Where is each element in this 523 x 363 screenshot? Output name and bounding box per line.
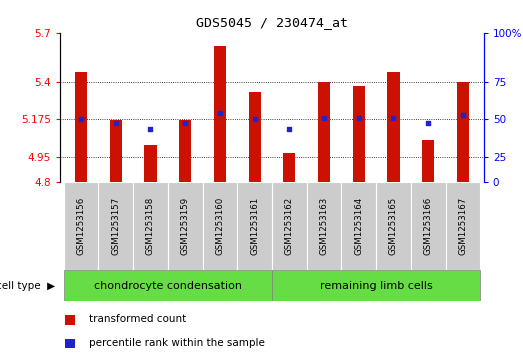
Bar — [422, 140, 434, 182]
Bar — [202, 182, 237, 270]
Text: transformed count: transformed count — [89, 314, 186, 325]
Point — [146, 126, 155, 131]
Point — [215, 110, 224, 116]
Point — [355, 115, 363, 121]
Text: cell type  ▶: cell type ▶ — [0, 281, 55, 291]
Text: GSM1253161: GSM1253161 — [250, 197, 259, 255]
Point — [389, 115, 397, 121]
Bar — [179, 120, 191, 182]
Text: GSM1253158: GSM1253158 — [146, 197, 155, 255]
Bar — [376, 182, 411, 270]
Text: GSM1253164: GSM1253164 — [354, 197, 363, 255]
Text: GSM1253157: GSM1253157 — [111, 197, 120, 255]
Bar — [214, 46, 226, 182]
Bar — [446, 182, 480, 270]
Bar — [388, 72, 400, 182]
Bar — [411, 182, 446, 270]
Point — [111, 120, 120, 126]
Bar — [318, 82, 330, 182]
Point — [320, 115, 328, 121]
Text: GSM1253166: GSM1253166 — [424, 197, 433, 255]
Bar — [64, 182, 98, 270]
Bar — [75, 72, 87, 182]
Bar — [98, 182, 133, 270]
Text: GSM1253167: GSM1253167 — [459, 197, 468, 255]
Bar — [144, 145, 156, 182]
Text: percentile rank within the sample: percentile rank within the sample — [89, 338, 265, 348]
Point — [285, 126, 293, 131]
Text: GDS5045 / 230474_at: GDS5045 / 230474_at — [196, 16, 348, 29]
Bar — [306, 182, 342, 270]
Bar — [353, 86, 365, 182]
Point — [459, 112, 467, 118]
Text: GSM1253165: GSM1253165 — [389, 197, 398, 255]
Point — [181, 120, 189, 126]
Text: GSM1253159: GSM1253159 — [180, 197, 190, 255]
Bar — [133, 182, 168, 270]
Bar — [110, 120, 122, 182]
Point — [77, 117, 85, 122]
Point — [251, 117, 259, 122]
Bar — [457, 82, 469, 182]
Bar — [272, 270, 480, 301]
Bar — [168, 182, 202, 270]
Text: chondrocyte condensation: chondrocyte condensation — [94, 281, 242, 291]
Bar — [272, 182, 306, 270]
Text: GSM1253162: GSM1253162 — [285, 197, 294, 255]
Text: GSM1253156: GSM1253156 — [76, 197, 85, 255]
Bar — [237, 182, 272, 270]
Bar — [283, 154, 295, 182]
Text: GSM1253163: GSM1253163 — [320, 197, 328, 255]
Bar — [248, 92, 260, 182]
Text: remaining limb cells: remaining limb cells — [320, 281, 433, 291]
Point — [424, 120, 433, 126]
Bar — [64, 270, 272, 301]
Bar — [342, 182, 376, 270]
Text: GSM1253160: GSM1253160 — [215, 197, 224, 255]
